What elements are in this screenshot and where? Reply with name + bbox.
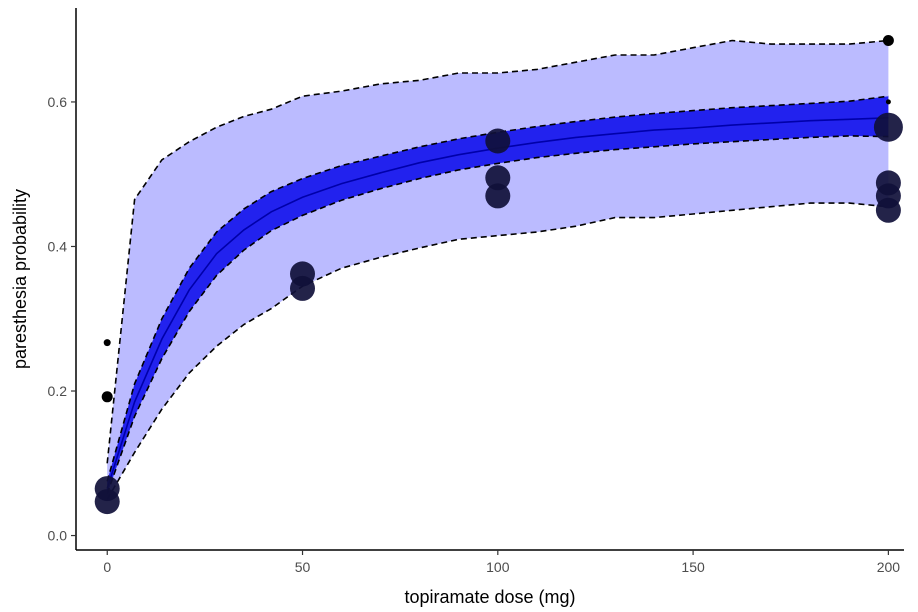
median-line: [106, 117, 889, 489]
x-tick-label: 100: [486, 559, 510, 575]
observed-point: [485, 165, 511, 191]
observed-point: [882, 35, 894, 46]
y-tick-label: 0.2: [48, 383, 68, 399]
x-axis-ticks: 0 50 100 150 200: [103, 550, 900, 575]
observed-point: [885, 99, 891, 105]
y-axis-title: paresthesia probability: [10, 189, 30, 369]
x-tick-label: 50: [295, 559, 311, 575]
observed-point: [103, 339, 111, 347]
y-axis-ticks: 0.0 0.2 0.4 0.6: [48, 94, 76, 544]
observed-point: [290, 275, 315, 301]
confidence-lower-edge: [106, 135, 889, 494]
y-tick-label: 0.6: [48, 94, 68, 110]
y-tick-label: 0.4: [48, 238, 68, 254]
observed-point: [485, 128, 511, 154]
observed-point: [101, 391, 113, 403]
observed-point: [94, 489, 120, 515]
x-tick-label: 200: [877, 559, 901, 575]
observed-point: [485, 183, 511, 209]
prediction-band: [107, 40, 889, 500]
confidence-band: [107, 96, 889, 494]
x-tick-label: 0: [103, 559, 111, 575]
plot-area: [94, 35, 903, 515]
x-axis-title: topiramate dose (mg): [404, 587, 575, 607]
observed-point: [875, 197, 901, 223]
observed-point: [873, 112, 903, 142]
x-tick-label: 150: [681, 559, 705, 575]
y-tick-label: 0.0: [48, 528, 68, 544]
